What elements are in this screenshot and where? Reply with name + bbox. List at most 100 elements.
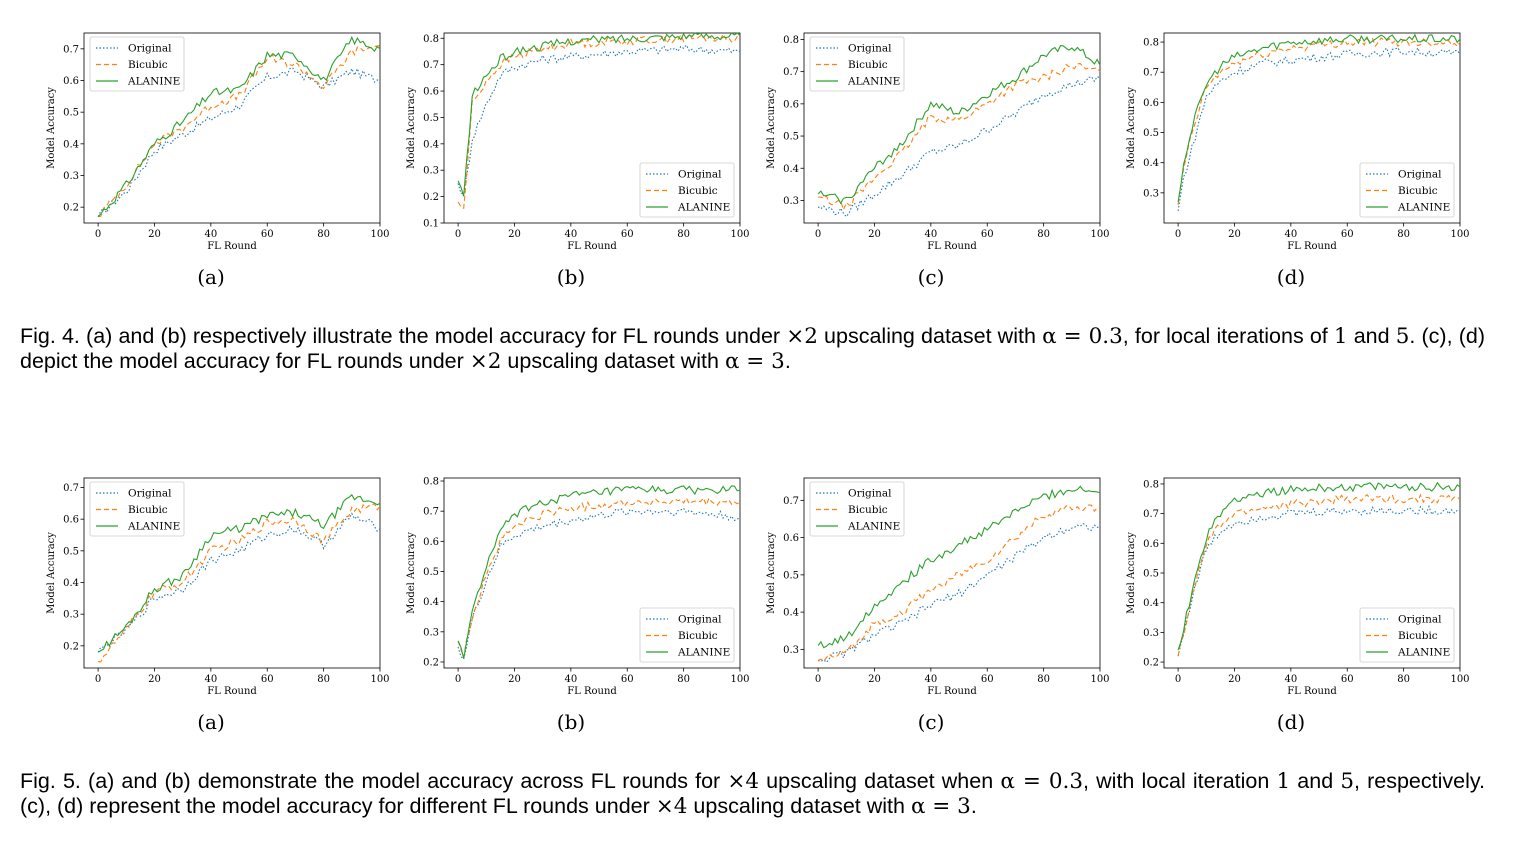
line-chart: 0 20 40 60 80 100 0.3 0.4 0.5 0.6 0.7 0.8 FL Round Mo…: [766, 32, 1110, 252]
y-tick-label: 0.3: [1143, 188, 1159, 199]
series-line-alanine: [97, 493, 381, 653]
y-tick-label: 0.7: [63, 483, 79, 494]
y-tick-label: 0.3: [63, 610, 79, 621]
y-tick-label: 0.8: [423, 34, 439, 45]
x-tick-label: 80: [317, 229, 330, 240]
x-tick-label: 80: [317, 674, 330, 685]
y-tick-label: 0.4: [63, 139, 79, 150]
x-axis-label: FL Round: [567, 686, 617, 697]
series-line-alanine: [1177, 33, 1461, 202]
legend-label: Original: [848, 488, 892, 500]
line-chart: 0 20 40 60 80 100 0.3 0.4 0.5 0.6 0.7 FL Round Model…: [766, 477, 1110, 697]
x-tick-label: 20: [148, 229, 161, 240]
series-line-alanine: [97, 35, 381, 218]
x-tick-label: 40: [1284, 674, 1297, 685]
x-tick-label: 100: [370, 229, 389, 240]
legend-label: Original: [678, 169, 722, 181]
y-tick-label: 0.6: [783, 533, 799, 544]
x-tick-label: 60: [981, 674, 994, 685]
y-tick-label: 0.5: [63, 546, 79, 557]
plot-frame: [443, 477, 741, 669]
caption-math: α = 0.3: [1000, 769, 1084, 794]
caption-text: , for local iterations of: [1122, 324, 1334, 348]
x-tick-label: 60: [261, 674, 274, 685]
subfigure-label: (c): [917, 265, 945, 289]
series-line-bicubic: [1177, 37, 1461, 205]
series-line-bicubic: [98, 45, 381, 218]
x-axis-label: FL Round: [1287, 241, 1337, 252]
legend-label: Bicubic: [128, 59, 168, 71]
series-line-bicubic: [457, 32, 741, 210]
subfigure-label: (b): [556, 710, 586, 734]
caption-math: ×4: [655, 794, 688, 819]
y-tick-label: 0.5: [783, 570, 799, 581]
figure-4-caption: Fig. 4. (a) and (b) respectively illustr…: [20, 324, 1485, 374]
chart-panel: 0 20 40 60 80 100 0.2 0.3 0.4 0.5 0.6 0.7 FL Round Mo…: [42, 470, 390, 734]
caption-text: and: [1290, 769, 1341, 793]
series-line-original: [817, 75, 1101, 218]
legend-label: ALANINE: [1397, 647, 1450, 659]
figure-5-caption: Fig. 5. (a) and (b) demonstrate the mode…: [20, 769, 1485, 819]
chart-panel: 0 20 40 60 80 100 0.3 0.4 0.5 0.6 0.7 0.8 FL Round Mo…: [1122, 25, 1470, 289]
series-line-bicubic: [457, 496, 741, 660]
caption-math: ×2: [469, 349, 502, 374]
x-tick-label: 20: [1228, 229, 1241, 240]
x-tick-label: 60: [261, 229, 274, 240]
x-tick-label: 0: [455, 229, 461, 240]
plot-frame: [83, 32, 381, 224]
y-tick-label: 0.8: [1143, 479, 1159, 490]
caption-text: upscaling dataset with: [687, 794, 911, 818]
y-axis-label: Model Accuracy: [406, 87, 417, 169]
x-tick-label: 80: [677, 229, 690, 240]
caption-math: 5: [1340, 769, 1354, 794]
series-line-alanine: [1177, 481, 1461, 651]
legend-label: Original: [1398, 169, 1442, 181]
y-tick-label: 0.2: [63, 203, 79, 214]
y-axis-label: Model Accuracy: [1126, 87, 1137, 169]
chart-panel: 0 20 40 60 80 100 0.3 0.4 0.5 0.6 0.7 0.8 FL Round Mo…: [762, 25, 1110, 289]
x-tick-label: 20: [1228, 674, 1241, 685]
y-tick-label: 0.6: [63, 515, 79, 526]
caption-math: 1: [1333, 324, 1348, 349]
line-chart: 0 20 40 60 80 100 0.2 0.3 0.4 0.5 0.6 0.7 0.8 FL Roun…: [1126, 477, 1470, 697]
caption-text: , with local iteration: [1083, 769, 1277, 793]
x-tick-label: 60: [981, 229, 994, 240]
y-tick-label: 0.3: [783, 645, 799, 656]
y-tick-label: 0.3: [63, 171, 79, 182]
legend-label: Original: [678, 614, 722, 626]
x-tick-label: 20: [508, 229, 521, 240]
legend-label: ALANINE: [127, 521, 180, 533]
legend-label: Original: [128, 488, 172, 500]
legend-label: Original: [128, 43, 172, 55]
subfigure-label: (c): [917, 710, 945, 734]
x-tick-label: 40: [1284, 229, 1297, 240]
legend-label: ALANINE: [677, 647, 730, 659]
x-tick-label: 0: [95, 674, 101, 685]
subfigure-label: (b): [556, 265, 586, 289]
x-tick-label: 40: [204, 674, 217, 685]
legend: Original Bicubic ALANINE: [89, 481, 185, 537]
x-tick-label: 80: [1397, 674, 1410, 685]
x-tick-label: 80: [1037, 674, 1050, 685]
y-tick-label: 0.6: [1143, 539, 1159, 550]
x-tick-label: 40: [564, 674, 577, 685]
legend: Original Bicubic ALANINE: [89, 36, 185, 92]
y-tick-label: 0.6: [1143, 98, 1159, 109]
series-line-bicubic: [818, 63, 1101, 212]
y-axis-label: Model Accuracy: [766, 532, 777, 614]
legend-label: ALANINE: [1397, 202, 1450, 214]
x-tick-label: 60: [1341, 674, 1354, 685]
plot-frame: [803, 32, 1101, 224]
legend-box: [639, 607, 735, 663]
y-axis-label: Model Accuracy: [46, 87, 57, 169]
caption-math: ×2: [786, 324, 818, 349]
y-tick-label: 0.1: [423, 219, 439, 230]
y-tick-label: 0.7: [783, 496, 799, 507]
x-tick-label: 60: [621, 229, 634, 240]
y-tick-label: 0.5: [423, 567, 439, 578]
x-tick-label: 100: [1090, 674, 1109, 685]
caption-text: .: [970, 794, 977, 818]
x-tick-label: 0: [95, 229, 101, 240]
caption-math: α = 0.3: [1042, 324, 1123, 349]
legend: Original Bicubic ALANINE: [639, 607, 735, 663]
